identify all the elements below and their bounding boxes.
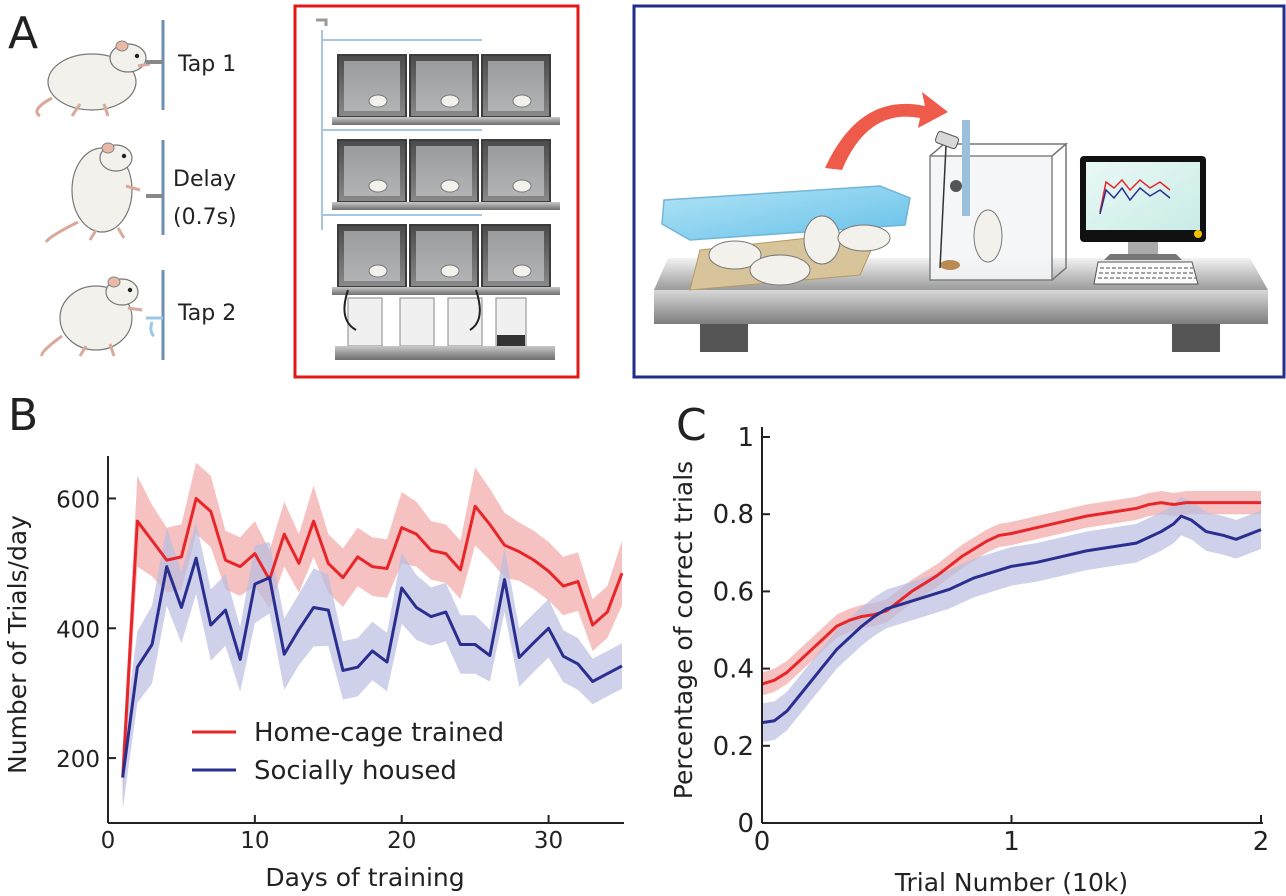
error-band-red [122, 462, 622, 804]
monitor-icon [1080, 156, 1206, 260]
x-tick-label: 0 [754, 827, 771, 857]
panel-a-letter: A [8, 8, 38, 59]
series-line-red [761, 501, 1261, 686]
social-cage-illustration [661, 185, 911, 291]
rat-drawing [44, 142, 141, 243]
rat-drawing [512, 264, 532, 278]
panel-c-letter: C [676, 400, 707, 451]
y-tick-label: 0.4 [713, 655, 754, 685]
x-tick-label: 1 [1003, 827, 1020, 857]
y-tick-label: 0.6 [713, 577, 754, 607]
rat-drawing [368, 264, 388, 278]
computer-illustration [1080, 156, 1206, 285]
rat-tap-2: Tap 2 [40, 270, 236, 360]
error-band-blue [122, 522, 622, 811]
training-box-illustration [929, 120, 1069, 281]
rat-drawing [368, 94, 388, 108]
error-band-red [762, 491, 1261, 696]
panel-b: B 0 10 20 30 200 400 600 Days of training Number… [3, 390, 624, 892]
x-tick-label: 2 [1253, 827, 1270, 857]
social-setup-illustration [632, 4, 1286, 379]
panel-b-letter: B [8, 390, 38, 441]
rat-delay: Delay (0.7s) [44, 140, 237, 243]
y-tick-label: 0.8 [713, 500, 754, 530]
panel-a: A Tap 1 [8, 4, 1286, 379]
y-axis-label: Percentage of correct trials [669, 461, 698, 799]
x-tick-label: 10 [240, 828, 269, 854]
y-tick-label: 1 [737, 423, 754, 453]
series-line-red [121, 496, 624, 778]
error-band-blue [762, 496, 1261, 742]
keyboard-icon [1093, 261, 1199, 285]
rat-drawing [440, 94, 460, 108]
chart-b: 0 10 20 30 200 400 600 Days of training Number o… [3, 456, 624, 892]
x-tick-label: 30 [534, 828, 563, 854]
water-spout-icon [146, 316, 163, 338]
y-tick-label: 200 [56, 747, 100, 773]
rack-shelf [332, 117, 560, 125]
camera-icon [934, 130, 960, 269]
x-axis-label: Trial Number (10k) [894, 868, 1128, 896]
rat-tap-1: Tap 1 [35, 20, 236, 118]
rat-drawing [512, 94, 532, 108]
y-axis-label: Number of Trials/day [3, 515, 32, 774]
series-line-blue [761, 514, 1262, 725]
x-tick-label: 20 [387, 828, 416, 854]
x-axis-label: Days of training [265, 863, 464, 892]
rat-drawing [35, 40, 151, 118]
y-tick-label: 0 [737, 809, 754, 839]
cage-rack-illustration [293, 4, 580, 379]
y-tick-label: 400 [56, 617, 100, 643]
legend-label: Socially housed [254, 756, 457, 786]
rat-drawing [368, 179, 388, 193]
legend-label: Home-cage trained [254, 718, 504, 748]
series-line-blue [121, 556, 623, 778]
rat-drawing [512, 179, 532, 193]
rat-drawing [440, 264, 460, 278]
transfer-arrow-icon [825, 92, 948, 170]
rat-drawing [40, 276, 143, 357]
step-label-delay-duration: (0.7s) [173, 205, 237, 230]
rack-shelf [332, 202, 560, 210]
x-tick-label: 0 [101, 828, 116, 854]
computer-towers [335, 289, 555, 360]
y-tick-label: 0.2 [713, 732, 754, 762]
step-label-tap-1: Tap 1 [177, 52, 236, 77]
step-label-tap-2: Tap 2 [177, 301, 236, 326]
chart-c: 0 1 2 0 0.2 0.4 0.6 0.8 1 Trial Number (10k) Perce… [669, 423, 1269, 896]
rat-drawing [440, 179, 460, 193]
y-tick-label: 600 [56, 487, 100, 513]
rack-shelf [332, 287, 560, 295]
step-label-delay: Delay [173, 167, 236, 192]
water-tap-icon [316, 18, 328, 26]
panel-c: C 0 1 2 0 0.2 0.4 0.6 0.8 1 Trial Number (10k) Per… [669, 400, 1269, 896]
